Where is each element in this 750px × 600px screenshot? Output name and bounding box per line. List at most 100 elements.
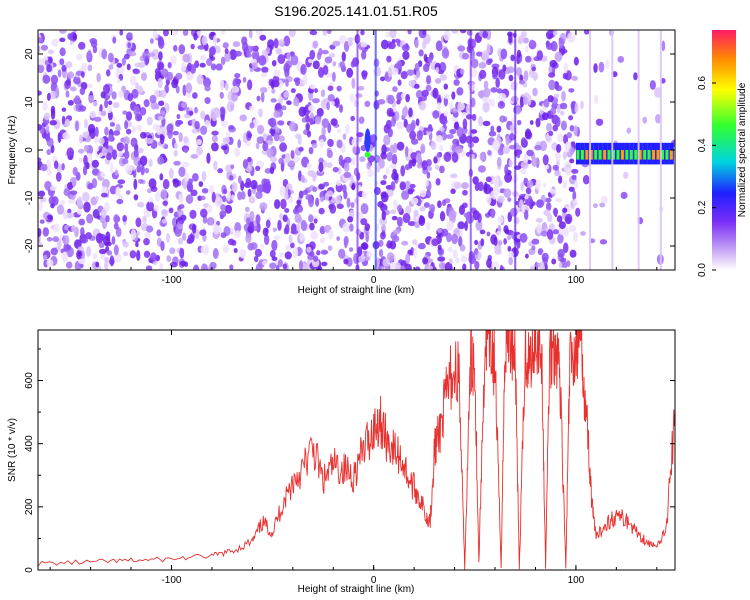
heatmap-cell bbox=[507, 197, 512, 202]
heatmap-cell bbox=[290, 88, 296, 94]
heatmap-cell bbox=[580, 100, 584, 110]
heatmap-cell bbox=[405, 253, 411, 264]
heatmap-cell bbox=[445, 134, 454, 139]
heatmap-cell bbox=[275, 126, 280, 134]
heatmap-cell bbox=[144, 231, 151, 239]
heatmap-cell bbox=[190, 43, 195, 50]
heatmap-cell bbox=[166, 71, 174, 81]
heatmap-cell bbox=[62, 131, 70, 141]
heatmap-cell bbox=[449, 101, 454, 110]
heatmap-cell bbox=[523, 209, 529, 220]
heatmap-cell bbox=[440, 118, 448, 125]
heatmap-cell bbox=[131, 88, 139, 99]
heatmap-cell bbox=[162, 200, 168, 206]
heatmap-cell bbox=[294, 213, 302, 224]
heatmap-cell bbox=[101, 147, 107, 156]
heatmap-cell bbox=[458, 204, 466, 216]
heatmap-cell bbox=[124, 143, 129, 152]
heatmap-cell bbox=[140, 131, 147, 139]
heatmap-cell bbox=[297, 206, 304, 213]
heatmap-cell bbox=[229, 264, 234, 270]
heatmap-cell bbox=[92, 45, 98, 54]
heatmap-cell bbox=[100, 171, 106, 178]
heatmap-cell bbox=[414, 62, 420, 72]
heatmap-cell bbox=[435, 67, 440, 73]
heatmap-faint-streak bbox=[611, 30, 614, 270]
heatmap-cell bbox=[96, 72, 101, 83]
heatmap-cell bbox=[556, 215, 563, 223]
heatmap-cell bbox=[508, 159, 513, 168]
heatmap-cell bbox=[311, 97, 320, 104]
heatmap-cell bbox=[259, 34, 267, 41]
heatmap-cell bbox=[552, 207, 559, 216]
heatmap-cell bbox=[381, 144, 387, 155]
snr-y-tick-label: 200 bbox=[24, 498, 35, 515]
heatmap-cell bbox=[437, 96, 442, 103]
heatmap-cell bbox=[251, 52, 257, 60]
heatmap-cell bbox=[479, 151, 487, 162]
heatmap-cell bbox=[420, 143, 426, 154]
heatmap-cell bbox=[140, 164, 145, 176]
heatmap-cell bbox=[133, 178, 138, 190]
heatmap-cell bbox=[286, 100, 292, 106]
heatmap-cell bbox=[508, 74, 514, 82]
snr-frame bbox=[37, 329, 676, 571]
heatmap-cell bbox=[206, 58, 213, 67]
heatmap-x-tick-label: -100 bbox=[161, 275, 181, 286]
heatmap-cell bbox=[127, 120, 132, 128]
heatmap-cell bbox=[277, 120, 285, 126]
heatmap-cell bbox=[437, 244, 442, 250]
heatmap-cell bbox=[490, 208, 496, 219]
heatmap-cell bbox=[516, 49, 522, 58]
heatmap-cell bbox=[350, 201, 355, 208]
heatmap-cell bbox=[80, 237, 89, 244]
heatmap-cell bbox=[94, 126, 99, 138]
heatmap-cell bbox=[290, 54, 299, 66]
heatmap-cell bbox=[124, 120, 129, 130]
heatmap-cell bbox=[550, 107, 557, 115]
heatmap-cell bbox=[288, 160, 295, 167]
heatmap-cell bbox=[38, 44, 41, 54]
heatmap-cell bbox=[307, 169, 316, 177]
heatmap-cell bbox=[306, 246, 312, 253]
heatmap-y-ticks: -20 -10 0 10 20 bbox=[24, 48, 675, 253]
heatmap-cell bbox=[109, 122, 116, 127]
heatmap-cell bbox=[222, 42, 229, 49]
heatmap-cell bbox=[457, 221, 465, 230]
heatmap-cell bbox=[441, 228, 449, 237]
heatmap-cell bbox=[527, 94, 532, 106]
heatmap-cell bbox=[275, 264, 280, 270]
heatmap-cell bbox=[335, 180, 342, 186]
heatmap-band-core bbox=[585, 150, 589, 160]
heatmap-cell bbox=[427, 166, 432, 172]
heatmap-cell bbox=[479, 229, 486, 235]
heatmap-cell bbox=[542, 182, 547, 188]
heatmap-cell bbox=[92, 101, 98, 107]
heatmap-cell bbox=[401, 240, 409, 246]
heatmap-cell bbox=[392, 86, 398, 93]
heatmap-cell bbox=[211, 142, 219, 152]
heatmap-cell bbox=[95, 261, 100, 268]
heatmap-cell bbox=[451, 152, 459, 163]
heatmap-cell bbox=[47, 56, 53, 64]
heatmap-cell bbox=[462, 118, 468, 130]
heatmap-cell bbox=[421, 160, 428, 171]
heatmap-cell bbox=[249, 105, 255, 111]
heatmap-cell bbox=[547, 95, 554, 103]
heatmap-cell bbox=[563, 134, 569, 145]
heatmap-cell bbox=[194, 106, 198, 114]
heatmap-cell bbox=[573, 125, 579, 137]
heatmap-cell bbox=[192, 92, 198, 99]
heatmap-cell bbox=[95, 195, 99, 201]
heatmap-cell bbox=[61, 115, 66, 125]
heatmap-cell bbox=[558, 262, 563, 268]
heatmap-cell bbox=[477, 212, 482, 224]
heatmap-cell bbox=[261, 178, 268, 187]
heatmap-cell bbox=[119, 30, 124, 36]
heatmap-cell bbox=[361, 190, 367, 199]
heatmap-cell bbox=[389, 163, 397, 169]
heatmap-cell bbox=[531, 238, 540, 245]
heatmap-cell bbox=[255, 165, 261, 172]
heatmap-cell bbox=[208, 46, 216, 56]
heatmap-cell bbox=[220, 232, 227, 239]
